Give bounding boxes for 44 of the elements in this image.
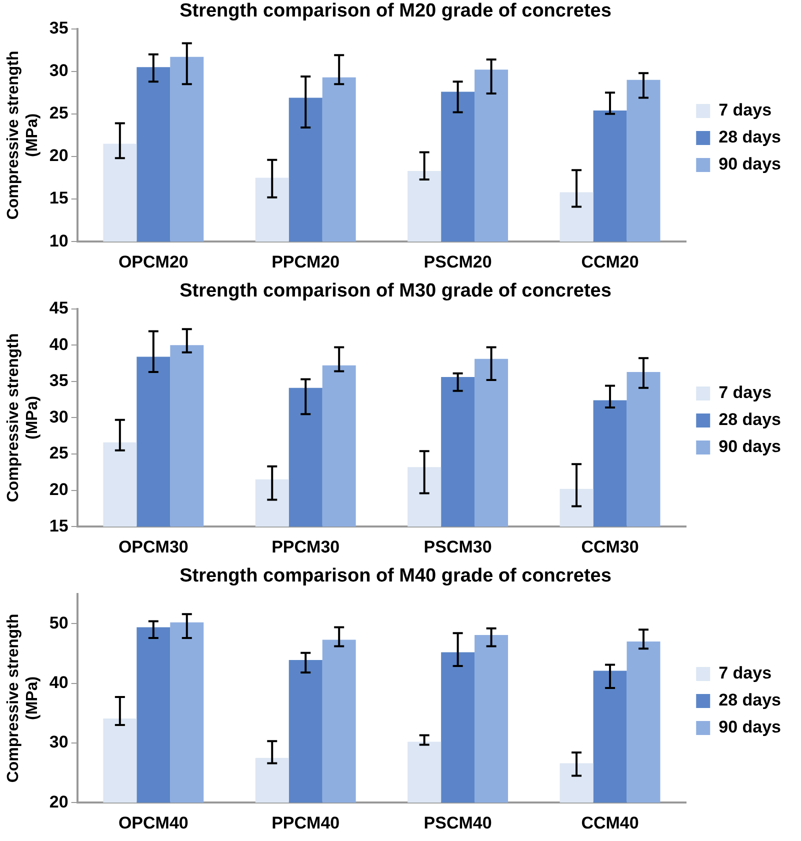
y-tick-label: 15 [49,516,68,536]
y-tick-label: 30 [49,61,68,80]
y-tick-label: 25 [49,444,68,463]
y-tick-label: 20 [49,480,68,499]
y-axis-title: Compressive strength (MPa) [5,614,42,783]
y-tick-label: 30 [49,407,68,426]
y-tick-label: 45 [49,298,68,318]
y-tick-label: 40 [49,334,68,354]
y-tick-label: 20 [49,146,68,166]
x-tick-label: PSCM20 [424,252,492,272]
legend-label: 90 days [718,437,782,456]
y-tick-label: 10 [49,231,68,250]
x-tick-label: PSCM30 [424,537,492,556]
x-tick-label: CCM30 [581,537,639,556]
chart-title: Strength comparison of M40 grade of concretes [180,566,612,587]
legend-label: 28 days [718,410,782,430]
y-tick-label: 40 [49,672,68,692]
x-tick-label: CCM20 [581,252,639,272]
x-tick-label: PPCM40 [272,813,340,832]
y-axis-title: Compressive strength (MPa) [5,50,42,220]
x-tick-label: OPCM40 [118,813,188,832]
y-tick-label: 20 [49,792,68,812]
legend-label: 28 days [718,128,782,147]
y-tick-label: 30 [49,732,68,752]
chart-title: Strength comparison of M30 grade of concretes [180,280,612,302]
x-tick-label: OPCM20 [118,252,188,272]
x-tick-label: PSCM40 [424,813,492,832]
x-tick-label: CCM40 [581,813,639,832]
y-tick-label: 50 [49,613,68,632]
x-tick-label: PPCM20 [272,252,340,272]
x-tick-label: OPCM30 [118,537,188,556]
legend-label: 7 days [718,100,772,120]
y-axis-title: Compressive strength (MPa) [5,333,42,502]
legend-label: 90 days [718,154,782,174]
chart-title: Strength comparison of M20 grade of concretes [180,0,612,22]
y-tick-label: 25 [49,104,68,123]
y-tick-label: 35 [49,371,68,390]
legend-label: 7 days [718,664,772,683]
y-tick-label: 15 [49,188,68,208]
legend-label: 7 days [718,383,772,402]
x-tick-label: PPCM30 [272,537,340,556]
legend-label: 28 days [718,690,782,710]
legend-label: 90 days [718,718,782,737]
y-tick-label: 35 [49,18,68,38]
